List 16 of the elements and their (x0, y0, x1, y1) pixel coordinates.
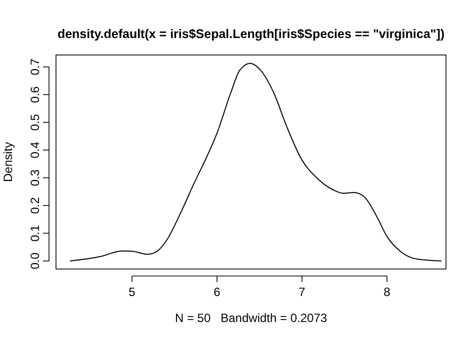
y-tick-label: 0.5 (28, 114, 42, 131)
y-tick-label: 0.0 (28, 252, 42, 270)
line-series (69, 62, 442, 262)
y-tick-label: 0.4 (28, 141, 42, 158)
chart-title: density.default(x = iris$Sepal.Length[iris$Species == "virginica"]) (57, 27, 445, 41)
y-tick-label: 0.2 (28, 196, 42, 214)
y-tick-label: 0.6 (28, 86, 42, 103)
x-tick-label: 6 (214, 285, 221, 299)
x-tick-label: 5 (128, 285, 136, 299)
x-tick-label: 8 (384, 285, 391, 299)
y-tick-label: 0.3 (28, 169, 42, 186)
y-tick-label: 0.1 (28, 224, 42, 242)
y-tick-label: 0.7 (28, 58, 42, 76)
x-tick-label: 7 (298, 285, 306, 299)
y-axis-title: Density (1, 142, 15, 182)
x-axis-title: N = 50 Bandwidth = 0.2073 (174, 311, 328, 325)
